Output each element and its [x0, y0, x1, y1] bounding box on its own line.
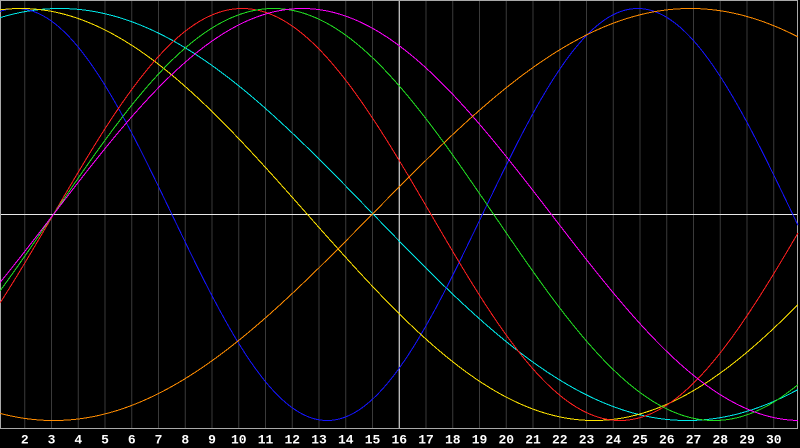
svg-text:3: 3 — [48, 432, 56, 447]
svg-text:30: 30 — [766, 432, 782, 447]
svg-text:18: 18 — [445, 432, 461, 447]
svg-text:28: 28 — [712, 432, 728, 447]
svg-text:17: 17 — [418, 432, 434, 447]
svg-text:25: 25 — [632, 432, 648, 447]
svg-text:11: 11 — [258, 432, 274, 447]
svg-text:5: 5 — [101, 432, 109, 447]
svg-text:27: 27 — [686, 432, 702, 447]
svg-text:29: 29 — [739, 432, 755, 447]
svg-text:10: 10 — [231, 432, 247, 447]
svg-text:4: 4 — [74, 432, 82, 447]
svg-text:20: 20 — [498, 432, 514, 447]
svg-text:9: 9 — [208, 432, 216, 447]
svg-text:23: 23 — [579, 432, 595, 447]
svg-text:26: 26 — [659, 432, 675, 447]
svg-text:7: 7 — [155, 432, 163, 447]
svg-text:19: 19 — [472, 432, 488, 447]
svg-text:21: 21 — [525, 432, 541, 447]
svg-text:15: 15 — [365, 432, 381, 447]
svg-text:22: 22 — [552, 432, 568, 447]
svg-text:13: 13 — [311, 432, 327, 447]
svg-text:6: 6 — [128, 432, 136, 447]
svg-text:16: 16 — [391, 432, 407, 447]
svg-text:2: 2 — [21, 432, 29, 447]
svg-text:12: 12 — [284, 432, 300, 447]
svg-text:14: 14 — [338, 432, 354, 447]
svg-text:8: 8 — [181, 432, 189, 447]
svg-text:24: 24 — [605, 432, 621, 447]
